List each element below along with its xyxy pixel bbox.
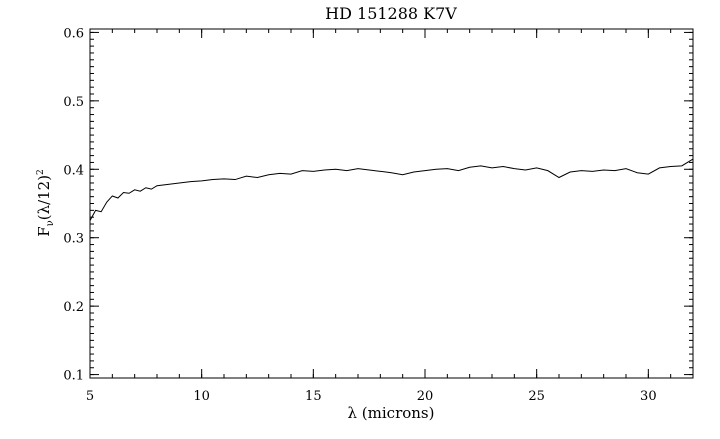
tick-labels: 5 10 15 20 25 30 0.1 0.2 0.3 0.4 0.5 0.6 xyxy=(63,26,656,404)
y-axis-title: Fν(λ/12)2 xyxy=(35,169,56,237)
x-tick-label: 15 xyxy=(305,389,322,404)
x-tick-label: 20 xyxy=(417,389,434,404)
axis-ticks xyxy=(89,29,694,378)
y-axis-title-base: F xyxy=(35,226,53,236)
x-tick-label: 25 xyxy=(528,389,545,404)
x-tick-label: 10 xyxy=(193,389,210,404)
y-tick-label: 0.3 xyxy=(63,232,84,247)
x-tick-label: 5 xyxy=(86,389,94,404)
y-axis-title-sup: 2 xyxy=(36,169,46,175)
x-tick-label: 30 xyxy=(640,389,657,404)
plot-frame xyxy=(89,28,694,379)
chart-title: HD 151288 K7V xyxy=(325,4,457,23)
y-axis-title-paren: (λ/12) xyxy=(35,175,53,220)
y-tick-label: 0.4 xyxy=(63,163,84,178)
series-line xyxy=(89,158,694,221)
y-tick-label: 0.2 xyxy=(63,300,84,315)
y-tick-label: 0.5 xyxy=(63,95,84,110)
y-tick-label: 0.1 xyxy=(63,369,84,384)
x-axis-title: λ (microns) xyxy=(348,404,435,422)
y-tick-label: 0.6 xyxy=(63,26,84,41)
y-axis-title-sub: ν xyxy=(45,220,56,226)
